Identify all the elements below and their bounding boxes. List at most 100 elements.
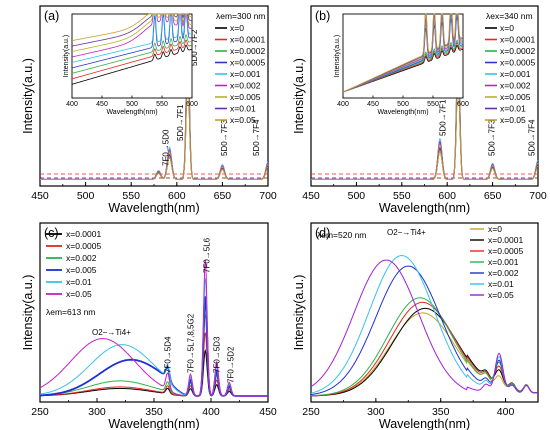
legend-entry: x=0.01 [488,279,514,289]
x-tick-label: 700 [529,190,547,202]
panel-label: (b) [315,9,330,23]
series-line [39,260,268,397]
inset-x-tick-label: 500 [126,101,138,108]
x-tick-label: 600 [438,190,456,202]
legend-entry: x=0.002 [488,268,519,278]
x-tick-label: 700 [259,190,277,202]
legend-entry: x=0 [500,23,514,33]
legend-entry: x=0.0001 [66,229,101,239]
x-tick-label: 400 [497,406,515,418]
panel-a: 450 500 550 600 650 700 Wavelength(nm) Intensit… [21,5,277,215]
legend-entry: x=0 [488,224,502,234]
inset-x-tick-label: 400 [337,101,349,108]
transition-annotation: 5D0→7F1 [176,104,185,141]
band-annotation: O2−→Ti4+ [387,228,426,237]
legend-entry: x=0.0005 [488,246,523,256]
inset-x-tick-label: 550 [156,101,168,108]
legend-entry: x=0.0002 [230,46,265,56]
inset-series-line [71,13,193,63]
inset-series-line [342,13,464,93]
transition-annotation: 5D0→7F1 [438,99,447,136]
inset-y-axis-label: Intensity(a.u.) [63,35,70,77]
legend-entry: x=0.0002 [500,46,535,56]
inset-x-axis-label: Wavelength(nm) [377,109,428,116]
inset-series-line [71,13,192,41]
transition-annotation: 5D0→7F3 [487,119,496,156]
legend-entry: x=0.001 [230,69,261,79]
x-tick-label: 550 [393,190,411,202]
excitation-label: λem=300 nm [216,11,265,21]
legend-entry: x=0.005 [230,92,261,102]
legend-entry: x=0.05 [500,115,526,125]
series-line [311,312,538,397]
x-tick-label: 650 [484,190,502,202]
legend-entry: x=0.001 [500,69,531,79]
emission-label: λem=613 nm [46,307,95,317]
legend-entry: x=0.0001 [230,35,265,45]
transition-annotation: 7F0→5L7,8,5G2 [186,313,195,373]
band-annotation: O2−→Ti4+ [92,328,131,337]
x-tick-label: 400 [202,406,220,418]
panel-d: 250 300 350 400 Wavelength(nm) Intensity(a.u.… [292,222,539,430]
legend-entry: x=0.005 [66,265,97,275]
x-tick-label: 350 [432,406,450,418]
series-line [310,265,538,396]
x-tick-label: 250 [31,406,49,418]
x-axis-label: Wavelength(nm) [379,417,470,430]
legend-entry: x=0.01 [66,277,92,287]
x-axis-label: Wavelength(nm) [379,201,470,215]
legend-entry: x=0.002 [500,81,531,91]
transition-annotation: 7F0→5D3 [213,336,222,373]
x-tick-label: 300 [88,406,106,418]
y-axis-label: Intensity(a.u.) [21,58,35,134]
legend-entry: x=0.005 [500,92,531,102]
x-tick-label: 650 [214,190,232,202]
inset-x-axis-label: Wavelength(nm) [106,109,157,116]
transition-annotation: 7F0→5D0 [162,129,171,166]
inset-x-tick-label: 450 [367,101,379,108]
panel-c: 250 300 350 400 450 Wavelength(nm) Intensity(a… [21,222,277,430]
series-line [40,77,269,180]
x-tick-label: 550 [122,190,140,202]
legend-entry: x=0.002 [66,253,97,263]
transition-annotation: 5D0→7F4 [252,119,261,156]
transition-annotation: 5D0→7F3 [220,119,229,156]
series-line [311,301,538,397]
legend-entry: x=0.0005 [230,58,265,68]
legend-entry: x=0.05 [230,115,256,125]
x-tick-label: 500 [77,190,95,202]
inset-x-tick-label: 600 [457,101,469,108]
plot-frame [310,222,539,403]
legend-entry: x=0.0001 [500,35,535,45]
inset-plot: 400 450 500 550 600 Wavelength(nm) Intensity(a… [334,13,469,116]
series-line [310,297,538,397]
legend-entry: x=0.002 [230,81,261,91]
series-line [39,278,268,397]
panel-label: (d) [315,226,330,240]
legend-entry: x=0.05 [488,290,514,300]
legend-entry: x=0.0001 [488,235,523,245]
series-line [40,348,268,397]
x-tick-label: 450 [259,406,277,418]
inset-x-tick-label: 450 [96,101,108,108]
inset-x-tick-label: 400 [66,101,78,108]
inset-x-tick-label: 500 [397,101,409,108]
inset-x-tick-label: 600 [186,101,198,108]
legend-entry: x=0 [230,23,244,33]
panel-label: (c) [44,226,59,240]
transition-annotation: 7F0→5D2 [226,346,235,383]
x-tick-label: 350 [145,406,163,418]
panel-label: (a) [44,9,59,23]
excitation-label: λex=340 nm [486,11,533,21]
emission-label: λem=520 nm [317,230,366,240]
y-axis-label: Intensity(a.u.) [292,275,306,351]
x-tick-label: 500 [348,190,366,202]
panel-b: 450 500 550 600 650 700 Wavelength(nm) Intensit… [292,5,547,215]
y-axis-label: Intensity(a.u.) [292,58,306,134]
x-tick-label: 250 [302,406,320,418]
x-tick-label: 300 [367,406,385,418]
legend-entry: x=0.01 [500,104,526,114]
x-tick-label: 450 [31,190,49,202]
inset-series-line [71,33,193,74]
